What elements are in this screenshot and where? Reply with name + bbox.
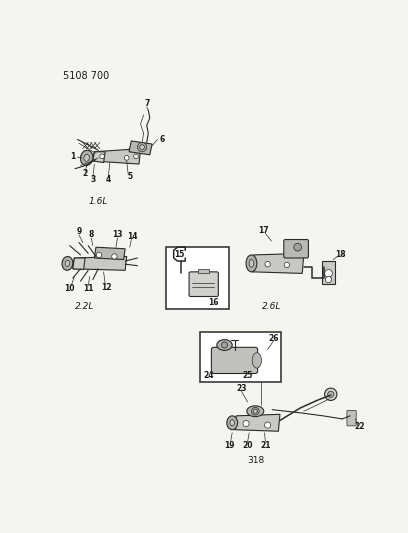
- Text: 7: 7: [144, 100, 149, 109]
- Text: 16: 16: [208, 298, 219, 307]
- Text: 23: 23: [236, 384, 247, 393]
- Text: 21: 21: [261, 441, 271, 450]
- Text: 19: 19: [224, 441, 234, 450]
- Text: 3: 3: [90, 175, 95, 184]
- Circle shape: [265, 262, 271, 267]
- Text: 5: 5: [127, 172, 132, 181]
- Text: 9: 9: [76, 227, 82, 236]
- Ellipse shape: [62, 256, 73, 270]
- Text: 15: 15: [175, 251, 185, 260]
- Circle shape: [140, 145, 144, 149]
- Text: 10: 10: [64, 284, 75, 293]
- Ellipse shape: [217, 340, 232, 350]
- Text: 2.6L: 2.6L: [262, 302, 281, 311]
- Bar: [198, 269, 209, 273]
- Polygon shape: [129, 141, 152, 155]
- Circle shape: [243, 421, 249, 426]
- Text: 8: 8: [89, 230, 94, 239]
- Circle shape: [112, 254, 117, 259]
- Circle shape: [124, 156, 129, 160]
- FancyBboxPatch shape: [284, 239, 308, 258]
- Text: 12: 12: [102, 283, 112, 292]
- Text: 18: 18: [335, 251, 346, 260]
- Ellipse shape: [65, 260, 70, 266]
- Circle shape: [222, 342, 228, 348]
- Polygon shape: [235, 414, 280, 431]
- Circle shape: [100, 154, 104, 159]
- Text: 1: 1: [70, 152, 75, 161]
- Text: 4: 4: [106, 175, 111, 184]
- Text: 24: 24: [204, 372, 214, 381]
- Text: 17: 17: [258, 226, 269, 235]
- Circle shape: [253, 409, 257, 413]
- Text: 2.2L: 2.2L: [75, 302, 94, 311]
- Polygon shape: [252, 253, 304, 273]
- Circle shape: [134, 154, 138, 159]
- Polygon shape: [73, 256, 127, 270]
- Text: 318: 318: [247, 456, 265, 465]
- Bar: [322, 261, 335, 284]
- Text: 22: 22: [355, 422, 365, 431]
- Bar: [166, 247, 229, 309]
- Circle shape: [294, 244, 302, 251]
- Circle shape: [325, 388, 337, 400]
- Circle shape: [325, 270, 332, 277]
- Text: 14: 14: [128, 232, 138, 241]
- Ellipse shape: [246, 255, 257, 272]
- Text: 6: 6: [160, 135, 165, 144]
- Polygon shape: [73, 258, 85, 270]
- FancyBboxPatch shape: [211, 348, 257, 374]
- Text: 1.6L: 1.6L: [89, 197, 108, 206]
- Ellipse shape: [227, 416, 237, 430]
- FancyBboxPatch shape: [189, 272, 218, 296]
- Ellipse shape: [247, 406, 264, 417]
- FancyBboxPatch shape: [347, 410, 356, 426]
- Text: 26: 26: [268, 334, 279, 343]
- Ellipse shape: [84, 155, 89, 161]
- Ellipse shape: [252, 353, 262, 368]
- Text: 2: 2: [82, 169, 88, 178]
- Circle shape: [137, 142, 147, 152]
- Circle shape: [325, 277, 332, 282]
- Text: 25: 25: [242, 372, 253, 381]
- Ellipse shape: [230, 419, 235, 426]
- Circle shape: [264, 422, 271, 428]
- Text: 11: 11: [83, 284, 93, 293]
- Circle shape: [328, 391, 334, 398]
- Text: 5108 700: 5108 700: [63, 71, 109, 81]
- Polygon shape: [94, 247, 125, 260]
- Polygon shape: [93, 152, 105, 163]
- Circle shape: [96, 252, 102, 257]
- Ellipse shape: [249, 260, 254, 267]
- Text: 13: 13: [112, 230, 123, 239]
- Circle shape: [284, 262, 290, 268]
- Circle shape: [251, 407, 259, 415]
- Text: 20: 20: [242, 441, 253, 450]
- Polygon shape: [93, 149, 141, 164]
- Ellipse shape: [80, 150, 93, 166]
- Bar: [200, 332, 281, 382]
